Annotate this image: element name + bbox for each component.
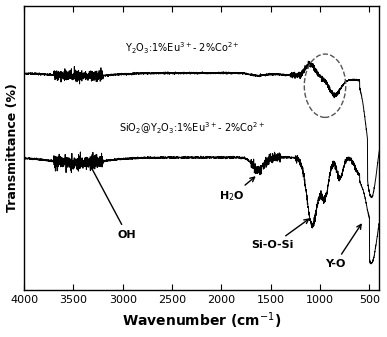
Y-axis label: Transmittance (%): Transmittance (%) — [5, 84, 19, 212]
Text: Y-O: Y-O — [325, 224, 361, 269]
Text: Y$_2$O$_3$:1%Eu$^{3+}$- 2%Co$^{2+}$: Y$_2$O$_3$:1%Eu$^{3+}$- 2%Co$^{2+}$ — [125, 40, 240, 56]
Text: H$_2$O: H$_2$O — [219, 177, 255, 204]
Text: Si-O-Si: Si-O-Si — [252, 219, 309, 250]
Text: OH: OH — [90, 165, 137, 240]
X-axis label: Wavenumber (cm$^{-1}$): Wavenumber (cm$^{-1}$) — [122, 311, 281, 332]
Text: SiO$_2$@Y$_2$O$_3$:1%Eu$^{3+}$- 2%Co$^{2+}$: SiO$_2$@Y$_2$O$_3$:1%Eu$^{3+}$- 2%Co$^{2… — [119, 120, 265, 136]
